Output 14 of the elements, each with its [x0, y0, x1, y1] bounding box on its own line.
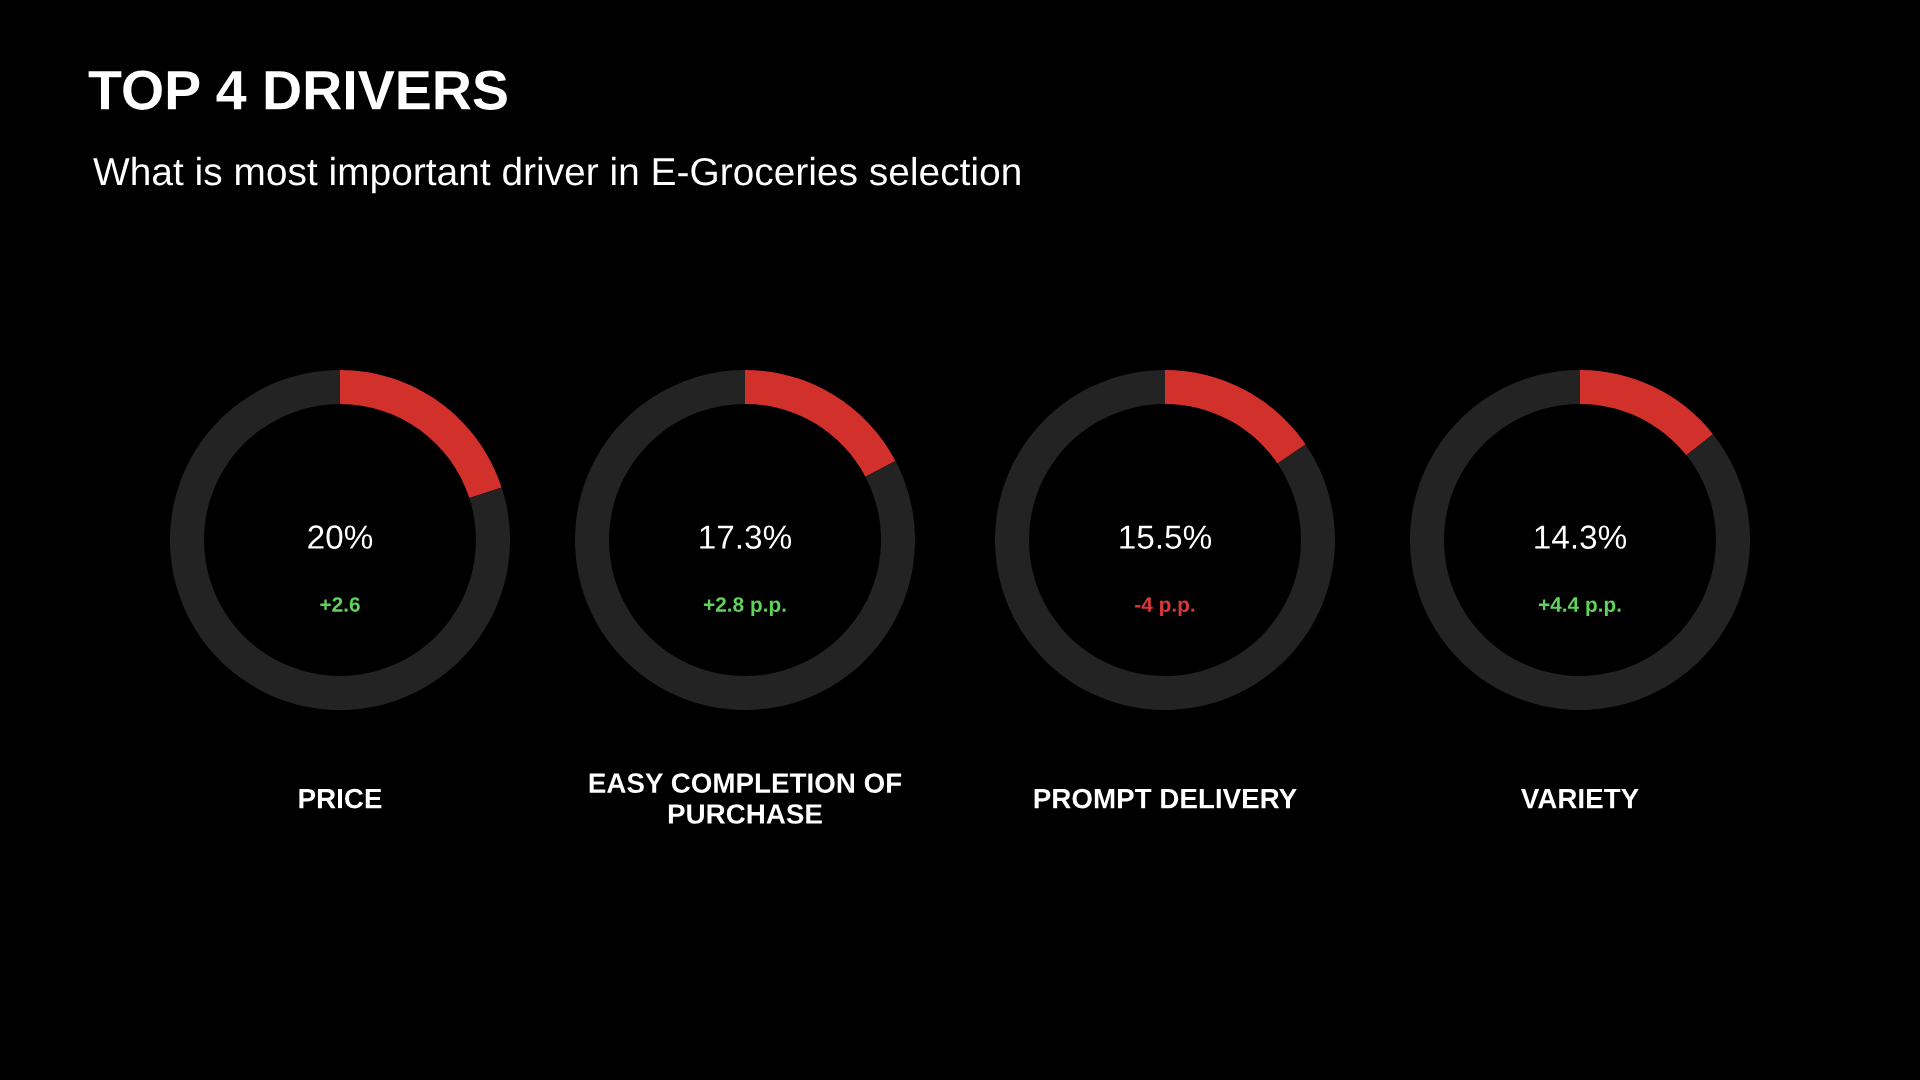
- chart-title: TOP 4 DRIVERS: [88, 70, 507, 110]
- text: +2.8 p.p.: [703, 597, 786, 617]
- data-label: 14.3%: [1535, 525, 1627, 549]
- text: +2.6: [320, 597, 360, 612]
- data-label: 17.3%: [700, 525, 792, 549]
- text: PROMPT DELIVERY: [1034, 788, 1297, 809]
- data-label: 15.5%: [1120, 525, 1212, 549]
- text: +4.4 p.p.: [1538, 597, 1621, 617]
- chart-subtitle: What is most important driver in E-Groceries selection: [93, 156, 1020, 194]
- text: VARIETY: [1521, 789, 1639, 809]
- text: -4 p.p.: [1135, 597, 1195, 617]
- text: EASY COMPLETION OF PURCHASE: [589, 773, 902, 824]
- text: PRICE: [299, 788, 382, 809]
- data-label: 20%: [308, 525, 373, 549]
